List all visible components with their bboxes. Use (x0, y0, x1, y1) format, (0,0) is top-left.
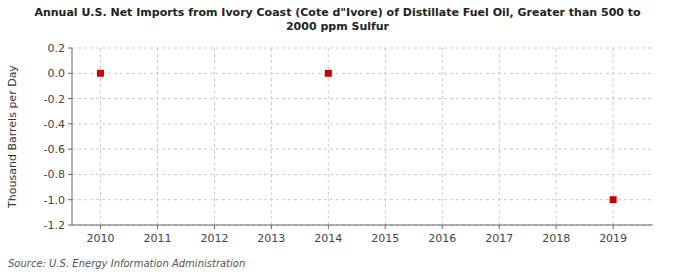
point (97, 70, 104, 77)
tick-label: 0.2 (48, 42, 66, 55)
grid-line (72, 199, 653, 200)
grid-line (214, 48, 215, 225)
grid-line (499, 48, 500, 225)
tick-label: 2011 (143, 232, 171, 245)
tick-label: -0.8 (44, 168, 65, 181)
tick-mark (385, 225, 386, 229)
point (610, 196, 617, 203)
x-axis-line (72, 225, 653, 226)
tick-label: 2019 (599, 232, 627, 245)
tick-label: 2018 (542, 232, 570, 245)
tick-label: -0.4 (44, 118, 65, 131)
axes: -1.2 -1.0 -0.8 -0.6 -0.4 -0.2 0.0 0.2 2010 2011 20… (44, 42, 653, 245)
grid-line (72, 174, 653, 175)
chart: Annual U.S. Net Imports from Ivory Coast… (0, 0, 675, 275)
tick-label: 2010 (86, 232, 114, 245)
grid (72, 48, 653, 225)
tick-mark (613, 225, 614, 229)
y-axis-line (72, 48, 73, 225)
tick-mark (68, 123, 72, 124)
tick-mark (499, 225, 500, 229)
grid-line (72, 225, 653, 226)
tick-label: 2015 (371, 232, 399, 245)
tick-label: -0.6 (44, 143, 65, 156)
tick-mark (100, 225, 101, 229)
tick-mark (157, 225, 158, 229)
tick-mark (68, 225, 72, 226)
tick-mark (68, 98, 72, 99)
grid-line (442, 48, 443, 225)
tick-mark (442, 225, 443, 229)
tick-mark (328, 225, 329, 229)
grid-line (72, 98, 653, 99)
tick-label: 2017 (485, 232, 513, 245)
tick-mark (68, 73, 72, 74)
grid-line (72, 123, 653, 124)
tick-label: 2013 (257, 232, 285, 245)
title: Annual U.S. Net Imports from Ivory Coast… (34, 6, 641, 33)
grid-line (157, 48, 158, 225)
tick-mark (214, 225, 215, 229)
tick-label: -1.0 (44, 194, 65, 207)
source: Source: U.S. Energy Information Administ… (8, 258, 245, 269)
tick-mark (68, 149, 72, 150)
tick-mark (68, 199, 72, 200)
tick-label: 2016 (428, 232, 456, 245)
y-axis-label: Thousand Barrels per Day (6, 65, 19, 209)
grid-line (72, 48, 653, 49)
tick-label: -1.2 (44, 219, 65, 232)
grid-line (72, 149, 653, 150)
point (325, 70, 332, 77)
tick-label: 0.0 (48, 67, 66, 80)
tick-mark (68, 174, 72, 175)
tick-label: -0.2 (44, 93, 65, 106)
grid-line (385, 48, 386, 225)
tick-mark (271, 225, 272, 229)
grid-line (556, 48, 557, 225)
points (97, 70, 617, 203)
grid-line (271, 48, 272, 225)
grid-line (72, 73, 653, 74)
tick-mark (556, 225, 557, 229)
tick-label: 2012 (200, 232, 228, 245)
tick-mark (68, 48, 72, 49)
tick-label: 2014 (314, 232, 342, 245)
